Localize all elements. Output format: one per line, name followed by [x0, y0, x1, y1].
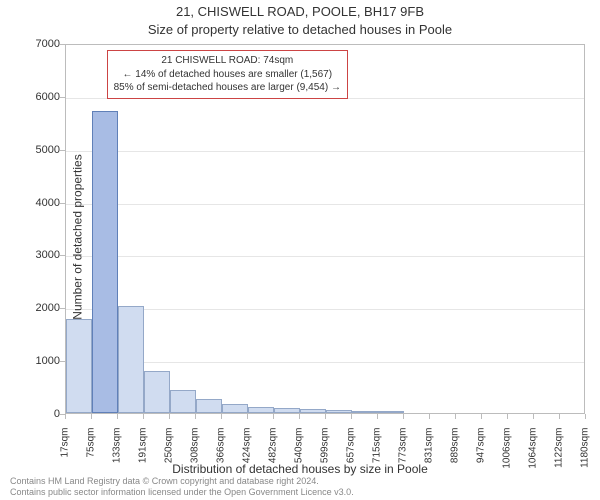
y-tick-label: 4000	[10, 197, 60, 209]
y-tick-label: 5000	[10, 144, 60, 156]
chart-subtitle: Size of property relative to detached ho…	[0, 22, 600, 37]
chart-container: 21, CHISWELL ROAD, POOLE, BH17 9FB Size …	[0, 0, 600, 500]
histogram-bar	[222, 404, 248, 413]
histogram-bar	[248, 407, 274, 413]
annotation-line: ← 14% of detached houses are smaller (1,…	[114, 68, 341, 82]
property-annotation-box: 21 CHISWELL ROAD: 74sqm ← 14% of detache…	[107, 50, 348, 99]
histogram-bar	[352, 411, 378, 413]
histogram-bar	[196, 399, 222, 413]
histogram-bar	[326, 410, 352, 413]
histogram-bar	[144, 371, 170, 413]
footer-line: Contains HM Land Registry data © Crown c…	[10, 476, 354, 487]
chart-title-address: 21, CHISWELL ROAD, POOLE, BH17 9FB	[0, 4, 600, 19]
annotation-line: 85% of semi-detached houses are larger (…	[114, 81, 341, 95]
histogram-bar-highlight	[92, 111, 118, 413]
histogram-bar	[274, 408, 300, 413]
footer-credits: Contains HM Land Registry data © Crown c…	[10, 476, 354, 498]
y-tick-label: 3000	[10, 249, 60, 261]
plot-area	[65, 44, 585, 414]
y-tick-label: 0	[10, 408, 60, 420]
footer-line: Contains public sector information licen…	[10, 487, 354, 498]
y-tick-label: 2000	[10, 302, 60, 314]
y-tick-label: 7000	[10, 38, 60, 50]
histogram-bar	[118, 306, 144, 413]
histogram-bar	[170, 390, 196, 413]
annotation-line: 21 CHISWELL ROAD: 74sqm	[114, 54, 341, 68]
y-axis-label: Number of detached properties	[71, 154, 85, 319]
x-axis-label: Distribution of detached houses by size …	[0, 462, 600, 476]
y-tick-label: 1000	[10, 355, 60, 367]
histogram-bar	[378, 411, 404, 413]
y-tick-label: 6000	[10, 91, 60, 103]
histogram-bar	[66, 319, 92, 413]
histogram-bar	[300, 409, 326, 413]
